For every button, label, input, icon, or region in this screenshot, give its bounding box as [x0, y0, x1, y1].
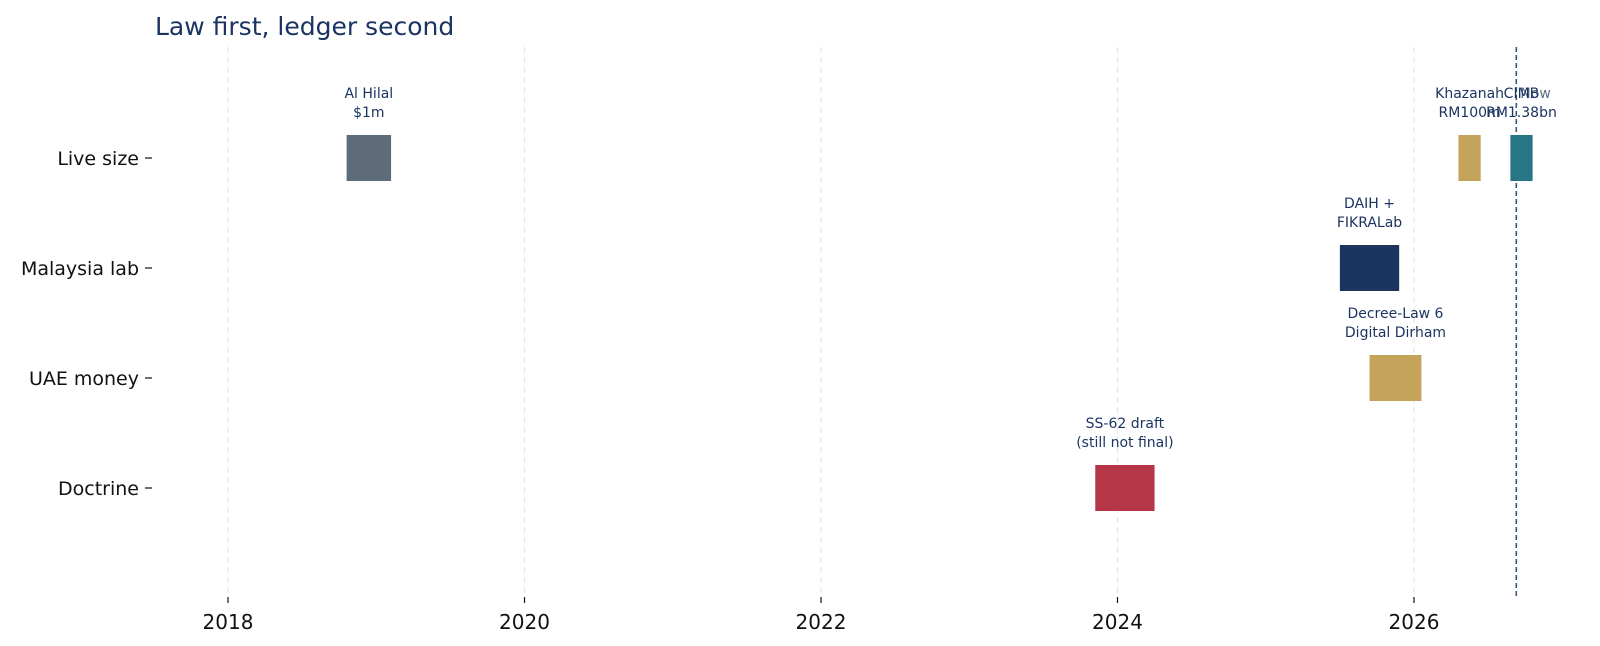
event-bar [1458, 135, 1481, 181]
event-label: RM1.38bn [1486, 105, 1557, 121]
event-bar [346, 135, 392, 181]
x-tick-label: 2026 [1389, 610, 1440, 634]
x-tick-label: 2022 [796, 610, 847, 634]
event-label: FIKRALab [1337, 215, 1402, 231]
event-label: Decree-Law 6 [1347, 306, 1443, 322]
event-label: RM100m [1439, 105, 1501, 121]
row-label: UAE money [29, 368, 139, 390]
grid [227, 47, 1415, 597]
event-bar [1510, 135, 1533, 181]
now-marker: Now [1515, 47, 1551, 597]
x-tick-label: 2018 [203, 610, 254, 634]
event-label: Digital Dirham [1345, 325, 1446, 341]
event-bar [1095, 465, 1155, 511]
x-tick-label: 2024 [1092, 610, 1143, 634]
event-label: $1m [353, 105, 384, 121]
event-label: Khazanah [1435, 86, 1504, 102]
event-bar [1369, 355, 1422, 401]
chart-title: Law first, ledger second [155, 12, 454, 41]
event-label: DAIH + [1344, 196, 1395, 212]
event-bar [1339, 245, 1400, 291]
row-label: Doctrine [58, 478, 139, 500]
y-axis: Live size Malaysia lab UAE money Doctrine [21, 148, 152, 500]
event-label: SS-62 draft [1086, 416, 1165, 432]
row-label: Malaysia lab [21, 258, 139, 280]
x-axis: 2018 2020 2022 2024 2026 [203, 597, 1440, 634]
x-tick-label: 2020 [499, 610, 550, 634]
event-label: (still not final) [1076, 435, 1173, 451]
event-label: Al Hilal [344, 86, 393, 102]
row-label: Live size [57, 148, 139, 170]
now-label: Now [1520, 86, 1551, 102]
event-label: CIMB [1504, 86, 1540, 102]
